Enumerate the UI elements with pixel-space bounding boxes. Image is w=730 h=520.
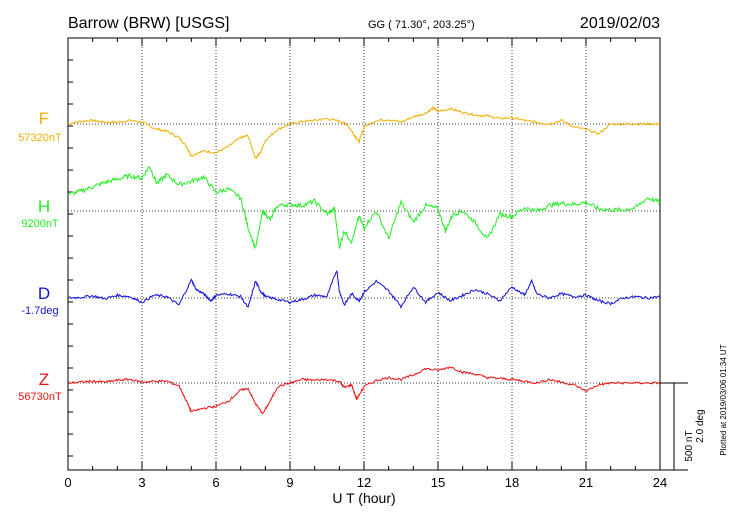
- scale-deg-label: 2.0 deg: [695, 409, 706, 442]
- x-tick-label: 6: [212, 475, 219, 490]
- x-tick-label: 3: [138, 475, 145, 490]
- series-name-z: Z: [39, 370, 49, 389]
- series-baseline-d: -1.7deg: [21, 305, 58, 317]
- ticks: 0 3 6 9 12 15 18 21 24: [64, 38, 667, 490]
- series-baseline-h: 9200nT: [21, 218, 59, 230]
- series-baseline-z: 56730nT: [18, 391, 62, 403]
- scale-nt-label: 500 nT: [684, 430, 695, 461]
- plotted-timestamp: Plotted at 2019/03/06 01:34 UT: [719, 344, 728, 455]
- series-line-d: [67, 270, 661, 309]
- series-name-h: H: [38, 197, 50, 216]
- series-line-z: [67, 366, 661, 415]
- x-tick-label: 24: [653, 475, 667, 490]
- x-axis-label: U T (hour): [332, 490, 395, 506]
- x-tick-label: 21: [579, 475, 593, 490]
- series-baseline-f: 57320nT: [18, 132, 62, 144]
- series-name-d: D: [38, 284, 50, 303]
- series-line-f: [67, 105, 661, 160]
- grid: [141, 38, 587, 470]
- x-tick-label: 12: [357, 475, 371, 490]
- series-line-h: [67, 166, 661, 250]
- coordinates-label: GG ( 71.30°, 203.25°): [368, 19, 475, 31]
- x-tick-label: 18: [505, 475, 519, 490]
- x-tick-label: 15: [431, 475, 445, 490]
- series-layer: F 57320nT H 9200nT D -1.7deg Z 56730nT: [18, 105, 661, 415]
- series-name-f: F: [39, 109, 49, 128]
- date-label: 2019/02/03: [580, 15, 660, 32]
- station-title: Barrow (BRW) [USGS]: [68, 15, 230, 32]
- x-tick-label: 0: [64, 475, 71, 490]
- x-tick-label: 9: [286, 475, 293, 490]
